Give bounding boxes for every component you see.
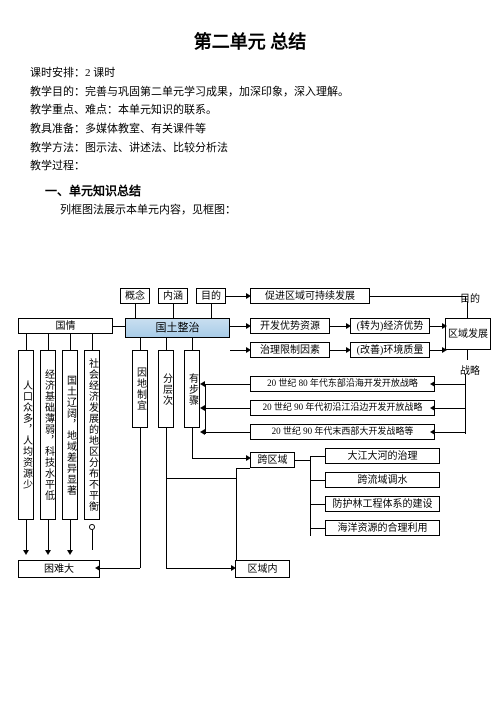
node-k4: 海洋资源的合理利用 [325,520,440,536]
vcol-2: 经济基础薄弱，科技水平低 [40,350,56,520]
header-block: 课时安排：2 课时 教学目的：完善与巩固第二单元学习成果，加深印象，深入理解。 … [30,64,470,176]
header-line: 教学重点、难点：本单元知识的联系。 [30,101,470,120]
node-purpose: 目的 [196,288,226,304]
node-guotuzhengzhi: 国土整治 [125,318,230,338]
vcol-7: 有步骤 [184,350,200,428]
header-line: 教学目的：完善与巩固第二单元学习成果，加深印象，深入理解。 [30,83,470,102]
header-line: 教学过程： [30,157,470,176]
node-res1b: (转为)经济优势 [350,318,430,334]
node-res2b: (改善)环境质量 [350,342,430,358]
vcol-6: 分层次 [158,350,174,428]
node-res1a: 开发优势资源 [250,318,330,334]
node-concept: 概念 [120,288,150,304]
label-zhanlue: 战略 [460,362,480,377]
section-title: 一、单元知识总结 [45,182,470,199]
node-strategy-2: 20 世纪 90 年代初沿江沿边开发开放战略 [250,400,435,416]
vcol-1: 人口众多，人均资源少 [18,350,34,520]
label-mudi: 目的 [460,290,480,305]
header-line: 教具准备：多媒体教室、有关课件等 [30,120,470,139]
node-region-dev: 区域发展 [445,318,491,350]
node-k1: 大江大河的治理 [325,448,440,464]
flowchart: 概念 内涵 目的 促进区域可持续发展 国情 国土整治 开发优势资源 (转为)经济… [0,270,500,690]
vcol-3: 国土辽阔，地域差异显著 [62,350,78,520]
vcol-5: 因地制宜 [132,350,148,428]
page-title: 第二单元 总结 [0,0,500,54]
node-k2: 跨流域调水 [325,472,440,488]
node-strategy-3: 20 世纪 90 年代末西部大开发战略等 [250,424,435,440]
header-line: 课时安排：2 课时 [30,64,470,83]
node-quyunei: 区域内 [235,560,290,578]
node-guoqing: 国情 [18,318,113,334]
node-sustain: 促进区域可持续发展 [250,288,370,304]
vcol-4: 社会经济发展的地区分布不平衡 [84,350,100,520]
node-k3: 防护林工程体系的建设 [325,496,440,512]
node-res2a: 治理限制因素 [250,342,330,358]
node-kuaquyu: 跨区域 [250,452,295,468]
node-connotation: 内涵 [158,288,188,304]
section-sub: 列框图法展示本单元内容，见框图： [60,201,470,217]
node-kunnan: 困难大 [18,560,100,578]
header-line: 教学方法：图示法、讲述法、比较分析法 [30,139,470,158]
node-strategy-1: 20 世纪 80 年代东部沿海开发开放战略 [250,376,435,392]
